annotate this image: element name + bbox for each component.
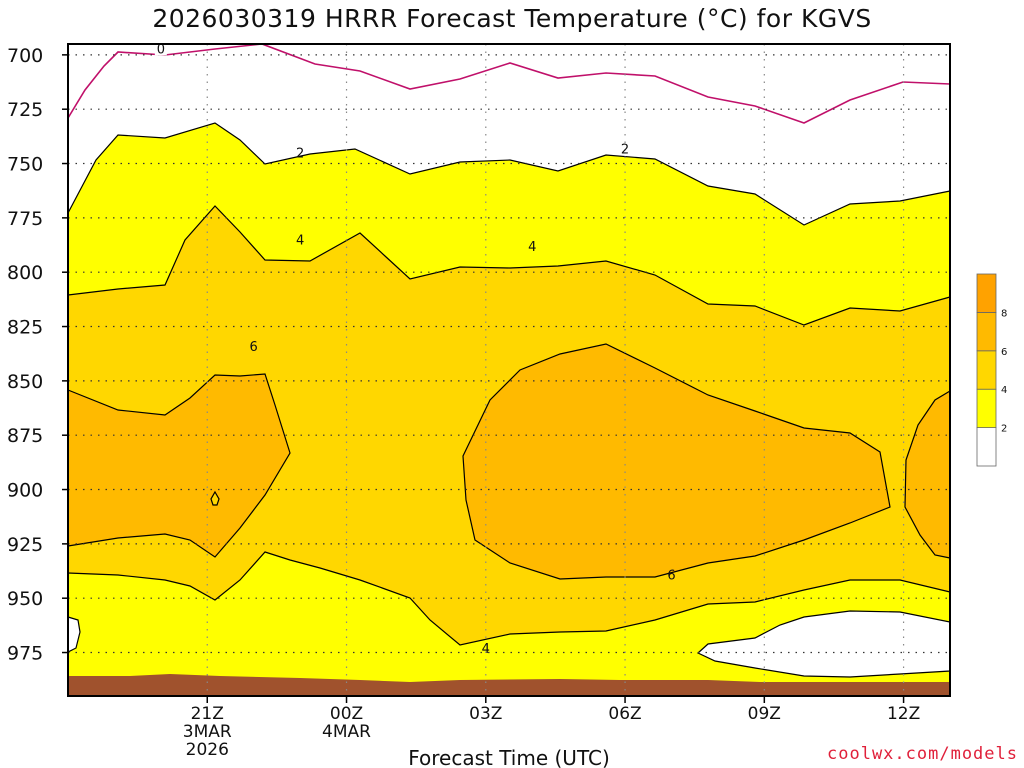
chart-title: 2026030319 HRRR Forecast Temperature (°C… xyxy=(152,4,872,33)
contour-4-lower xyxy=(67,551,951,646)
y-tick-label: 800 xyxy=(7,262,43,284)
x-tick-label: 03Z xyxy=(469,704,502,724)
x-tick-label: 2026 xyxy=(186,740,229,760)
x-tick-label: 06Z xyxy=(608,704,641,724)
contour-2 xyxy=(67,122,951,226)
y-tick-label: 825 xyxy=(7,317,43,339)
contour-label: 4 xyxy=(296,234,304,249)
x-tick-label: 12Z xyxy=(887,704,920,724)
band-6-to-8-middle xyxy=(463,344,890,579)
colorbar-swatch xyxy=(976,273,997,313)
contour-6-pocket xyxy=(210,490,220,506)
contour-label: 4 xyxy=(528,240,536,255)
y-tick-label: 750 xyxy=(7,154,43,176)
contour-label: 2 xyxy=(621,142,629,157)
contour-6-left xyxy=(67,373,291,558)
colorbar-swatch xyxy=(976,388,997,429)
contour-label: 6 xyxy=(667,568,675,583)
contour-label: 4 xyxy=(482,642,490,657)
y-tick-label: 850 xyxy=(7,371,43,393)
y-axis: 700 725 750 775 800 825 850 875 900 925 950 975 xyxy=(7,45,68,665)
x-tick-label: 00Z xyxy=(330,704,363,724)
y-tick-label: 975 xyxy=(7,643,43,665)
colorbar-label: 8 xyxy=(1001,308,1007,319)
grid-lines xyxy=(68,44,950,696)
band-0-to-2-bottom-right xyxy=(696,610,951,678)
x-tick-label: 21Z xyxy=(191,704,224,724)
y-tick-label: 950 xyxy=(7,588,43,610)
contour-labels: 0 2 2 4 4 6 6 4 xyxy=(154,40,676,657)
y-tick-label: 775 xyxy=(7,208,43,230)
colorbar-label: 2 xyxy=(1001,424,1007,435)
band-6-to-8-left xyxy=(68,374,290,557)
contour-0 xyxy=(67,43,951,124)
colorbar-label: 6 xyxy=(1001,347,1007,358)
x-axis-label: Forecast Time (UTC) xyxy=(408,746,610,768)
y-tick-label: 925 xyxy=(7,534,43,556)
y-tick-label: 900 xyxy=(7,480,43,502)
y-tick-label: 700 xyxy=(7,45,43,67)
colorbar-swatch xyxy=(976,427,997,467)
contour-label: 6 xyxy=(250,340,258,355)
y-tick-label: 725 xyxy=(7,99,43,121)
band-6-to-8-right xyxy=(905,391,950,558)
colorbar-swatch xyxy=(976,311,997,352)
contour-label: 0 xyxy=(157,42,165,57)
contour-6-right xyxy=(904,390,951,559)
x-tick-label: 3MAR xyxy=(183,722,232,742)
contour-4-upper xyxy=(67,205,951,326)
colorbar-swatch xyxy=(976,350,997,390)
x-tick-label: 09Z xyxy=(748,704,781,724)
y-tick-label: 875 xyxy=(7,425,43,447)
colorbar-label: 4 xyxy=(1001,385,1007,396)
contour-label: 2 xyxy=(296,147,304,162)
ground-surface xyxy=(68,674,950,696)
x-tick-label: 4MAR xyxy=(322,722,371,742)
contour-6-middle xyxy=(462,343,891,580)
plot-frame xyxy=(67,43,951,697)
credit-text: coolwx.com/models xyxy=(827,744,1018,764)
colorbar: 2 4 6 8 xyxy=(976,273,1007,467)
